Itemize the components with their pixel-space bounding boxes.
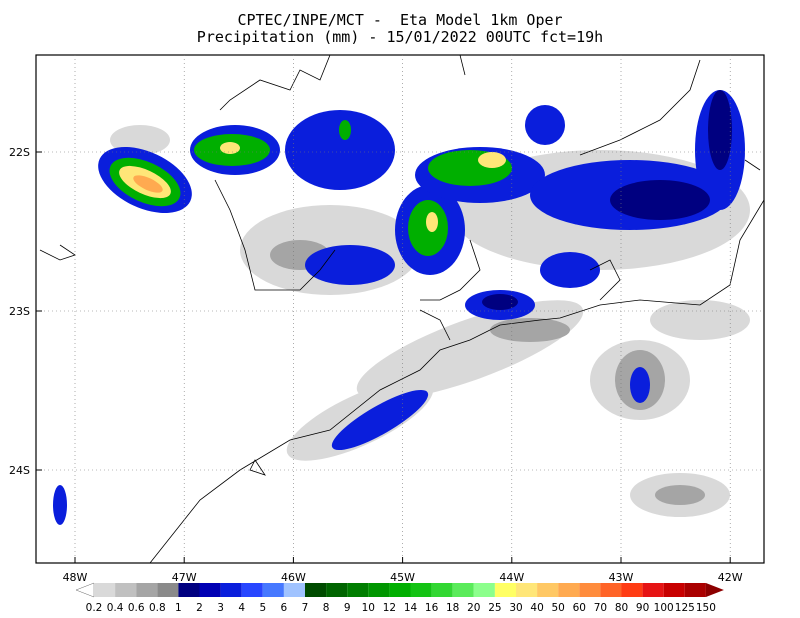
colorbar-label: 0.4	[107, 602, 124, 614]
colorbar-label: 6	[281, 602, 288, 614]
colorbar-box	[283, 583, 305, 597]
lon-label: 43W	[609, 571, 634, 584]
lat-label: 23S	[9, 305, 30, 318]
colorbar-label: 125	[675, 602, 695, 614]
colorbar-label: 90	[636, 602, 649, 614]
lon-label: 45W	[390, 571, 415, 584]
colorbar-label: 8	[323, 602, 330, 614]
colorbar-box	[473, 583, 495, 597]
colorbar-label: 20	[467, 602, 480, 614]
colorbar-end	[75, 582, 95, 598]
colorbar-label: 100	[654, 602, 674, 614]
lon-label: 46W	[281, 571, 306, 584]
colorbar-box	[410, 583, 432, 597]
colorbar-box	[157, 583, 179, 597]
colorbar-box	[452, 583, 474, 597]
colorbar-box	[663, 583, 685, 597]
colorbar-box	[389, 583, 411, 597]
colorbar-label: 0.2	[86, 602, 103, 614]
colorbar-label: 150	[696, 602, 716, 614]
colorbar-label: 2	[196, 602, 203, 614]
colorbar-box	[136, 583, 158, 597]
lat-label: 22S	[9, 146, 30, 159]
subtitle: Precipitation (mm) - 15/01/2022 00UTC fc…	[197, 28, 603, 46]
colorbar-box	[368, 583, 390, 597]
colorbar-end	[705, 583, 724, 597]
colorbar-label: 25	[488, 602, 501, 614]
lon-label: 47W	[172, 571, 197, 584]
colorbar-box	[115, 583, 137, 597]
colorbar-label: 40	[530, 602, 543, 614]
colorbar-box	[199, 583, 221, 597]
colorbar-box	[241, 583, 263, 597]
colorbar-box	[684, 583, 706, 597]
colorbar-box	[579, 583, 601, 597]
colorbar-box	[220, 583, 242, 597]
colorbar-label: 1	[175, 602, 182, 614]
colorbar-label: 0.6	[128, 602, 145, 614]
colorbar-box	[600, 583, 622, 597]
map-frame	[35, 54, 765, 564]
colorbar-label: 0.8	[149, 602, 166, 614]
colorbar-label: 7	[302, 602, 309, 614]
colorbar-label: 30	[509, 602, 522, 614]
lat-label: 24S	[9, 464, 30, 477]
colorbar-label: 9	[344, 602, 351, 614]
colorbar-label: 50	[552, 602, 565, 614]
lon-label: 44W	[499, 571, 524, 584]
colorbar-label: 4	[238, 602, 245, 614]
colorbar-box	[262, 583, 284, 597]
colorbar-box	[537, 583, 559, 597]
lon-label: 42W	[718, 571, 743, 584]
colorbar-label: 10	[362, 602, 375, 614]
colorbar-label: 14	[404, 602, 418, 614]
colorbar-label: 5	[259, 602, 266, 614]
colorbar-label: 60	[573, 602, 586, 614]
title: CPTEC/INPE/MCT - Eta Model 1km Oper	[237, 11, 562, 29]
precipitation-field	[39, 55, 764, 563]
colorbar-box	[305, 583, 327, 597]
colorbar-box	[494, 583, 516, 597]
colorbar-label: 16	[425, 602, 439, 614]
colorbar-box	[347, 583, 369, 597]
colorbar-box	[178, 583, 200, 597]
colorbar-label: 3	[217, 602, 224, 614]
colorbar-box	[326, 583, 348, 597]
colorbar-box	[558, 583, 580, 597]
colorbar-box	[431, 583, 453, 597]
colorbar-label: 18	[446, 602, 459, 614]
colorbar-box	[94, 583, 116, 597]
lon-label: 48W	[63, 571, 88, 584]
colorbar-box	[621, 583, 643, 597]
colorbar-box	[642, 583, 664, 597]
colorbar-label: 80	[615, 602, 628, 614]
colorbar-label: 12	[383, 602, 396, 614]
colorbar-label: 70	[594, 602, 607, 614]
colorbar-box	[516, 583, 538, 597]
